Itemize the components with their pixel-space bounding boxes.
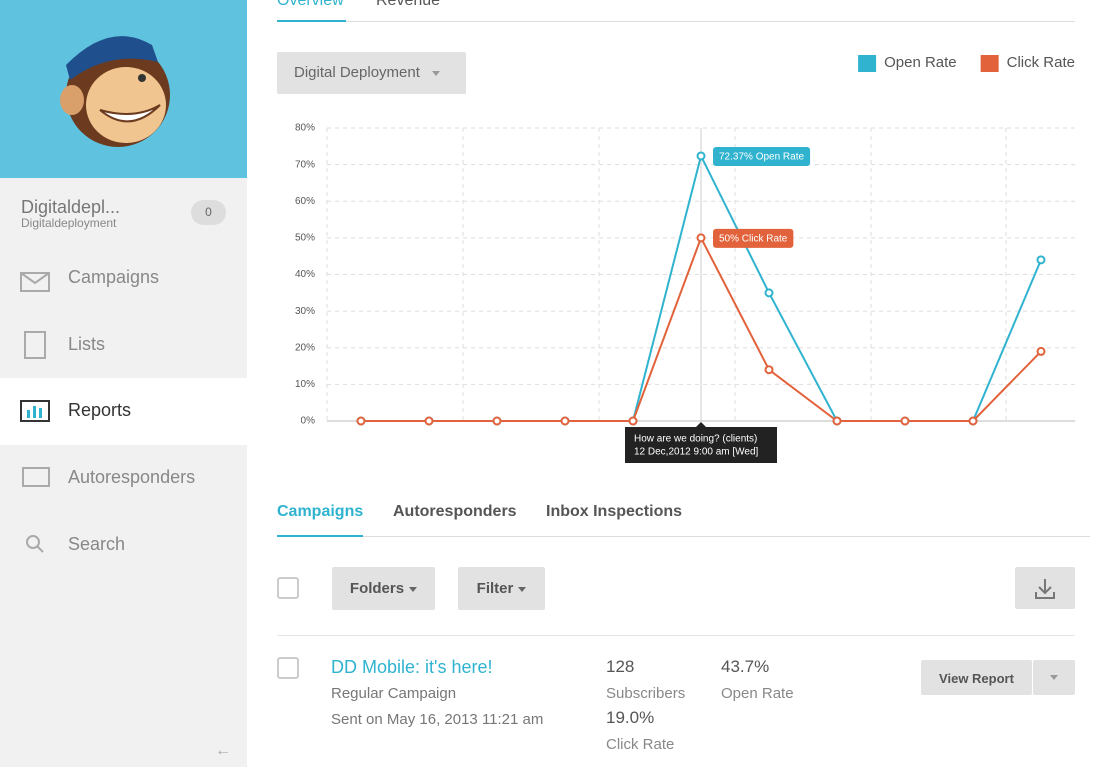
value-label: 72.37% Open Rate (719, 152, 804, 163)
checkbox[interactable] (277, 577, 299, 599)
tab-underline (277, 20, 346, 22)
download-icon (1035, 579, 1055, 599)
nav-label: Reports (68, 400, 132, 420)
logo (0, 0, 247, 178)
nav-item[interactable]: Lists (0, 312, 247, 379)
list-tab[interactable]: Inbox Inspections (546, 503, 683, 520)
y-tick-label: 50% (295, 233, 315, 244)
divider (277, 536, 1090, 537)
point (1036, 255, 1046, 265)
stat-value: 19.0% (606, 708, 655, 727)
dropdown-label: Digital Deployment (294, 64, 420, 81)
nav-item[interactable]: Reports (0, 378, 247, 445)
nav-item[interactable]: Campaigns (0, 245, 247, 312)
nav-item[interactable]: Autoresponders (0, 445, 247, 512)
y-tick-label: 70% (295, 159, 315, 170)
tooltip-box (713, 146, 811, 166)
caret (409, 586, 418, 592)
action-dropdown[interactable] (1033, 660, 1075, 695)
point (968, 416, 978, 426)
stat-label: Open Rate (721, 685, 794, 702)
top-tab[interactable]: Overview (277, 0, 344, 9)
value-label: 50% Click Rate (719, 234, 788, 245)
badge: 0 (191, 200, 226, 225)
account-name: Digitaldepl... (21, 197, 121, 217)
y-tick-label: 60% (295, 196, 315, 207)
caret (518, 586, 527, 592)
checkbox[interactable] (277, 657, 299, 679)
icon (20, 400, 50, 422)
tab-underline (277, 535, 363, 537)
y-tick-label: 80% (295, 123, 315, 134)
y-tick-label: 40% (295, 269, 315, 280)
campaign-type: Regular Campaign (331, 685, 457, 702)
dropdown[interactable]: Digital Deployment (277, 52, 466, 94)
point (900, 416, 910, 426)
y-tick-label: 0% (301, 416, 316, 427)
divider (277, 635, 1075, 636)
filter-button[interactable]: Filter (458, 567, 545, 610)
point (696, 233, 706, 243)
point (424, 416, 434, 426)
annotation-pointer (696, 422, 706, 427)
view-report-button[interactable]: View Report (921, 660, 1032, 695)
icon (26, 535, 44, 553)
campaign-title[interactable]: DD Mobile: it's here! (331, 657, 493, 677)
annotation-text: How are we doing? (clients) (634, 434, 757, 445)
stat-label: Click Rate (606, 736, 675, 753)
nav-label: Autoresponders (68, 467, 196, 487)
list-tab[interactable]: Campaigns (277, 503, 364, 520)
legend-label: Open Rate (884, 54, 957, 71)
stat-value: 128 (606, 657, 635, 676)
y-tick-label: 20% (295, 342, 315, 353)
value-tooltip: 72.37% Open Rate (713, 146, 811, 166)
button-label: Folders (349, 580, 405, 597)
point (696, 151, 706, 161)
point (560, 416, 570, 426)
caret (1050, 674, 1058, 680)
nav-label: Campaigns (68, 267, 160, 287)
value-tooltip: 50% Click Rate (713, 228, 794, 248)
point (492, 416, 502, 426)
caret (431, 70, 440, 76)
icon (20, 272, 50, 292)
point (764, 288, 774, 298)
tooltip-box (713, 228, 794, 248)
legend-swatch (858, 55, 877, 72)
button-label: Filter (476, 580, 514, 597)
top-tab[interactable]: Revenue (376, 0, 441, 9)
collapse[interactable]: ← (215, 742, 231, 759)
account-sub: Digitaldeployment (21, 216, 117, 230)
divider (277, 21, 1075, 22)
y-tick-label: 10% (295, 379, 315, 390)
icon (22, 467, 50, 487)
sidebar: Digitaldepl... Digitaldeployment 0 Campa… (0, 0, 247, 767)
list-tab[interactable]: Autoresponders (393, 503, 517, 520)
annotation-box (625, 427, 777, 463)
monkey-logo (60, 36, 170, 147)
point (1036, 346, 1046, 356)
annotation-text: 12 Dec,2012 9:00 am [Wed] (634, 447, 759, 458)
stat-label: Subscribers (606, 685, 686, 702)
campaign-sent: Sent on May 16, 2013 11:21 am (331, 711, 544, 728)
y-tick-label: 30% (295, 306, 315, 317)
icon (24, 331, 46, 359)
point (628, 416, 638, 426)
stat-value: 43.7% (721, 657, 770, 676)
point (356, 416, 366, 426)
legend-label: Click Rate (1007, 54, 1075, 71)
point (832, 416, 842, 426)
point (764, 365, 774, 375)
legend-swatch (980, 55, 999, 72)
nav-item[interactable]: Search (0, 512, 247, 579)
download-button[interactable] (1015, 567, 1075, 609)
folders-button[interactable]: Folders (332, 567, 435, 610)
nav-label: Lists (68, 334, 106, 354)
nav-label: Search (68, 534, 126, 554)
chart: 0% 10% 20% 30% 40% 50% 60% 70% 80% Click Rate Open… (295, 54, 1075, 463)
